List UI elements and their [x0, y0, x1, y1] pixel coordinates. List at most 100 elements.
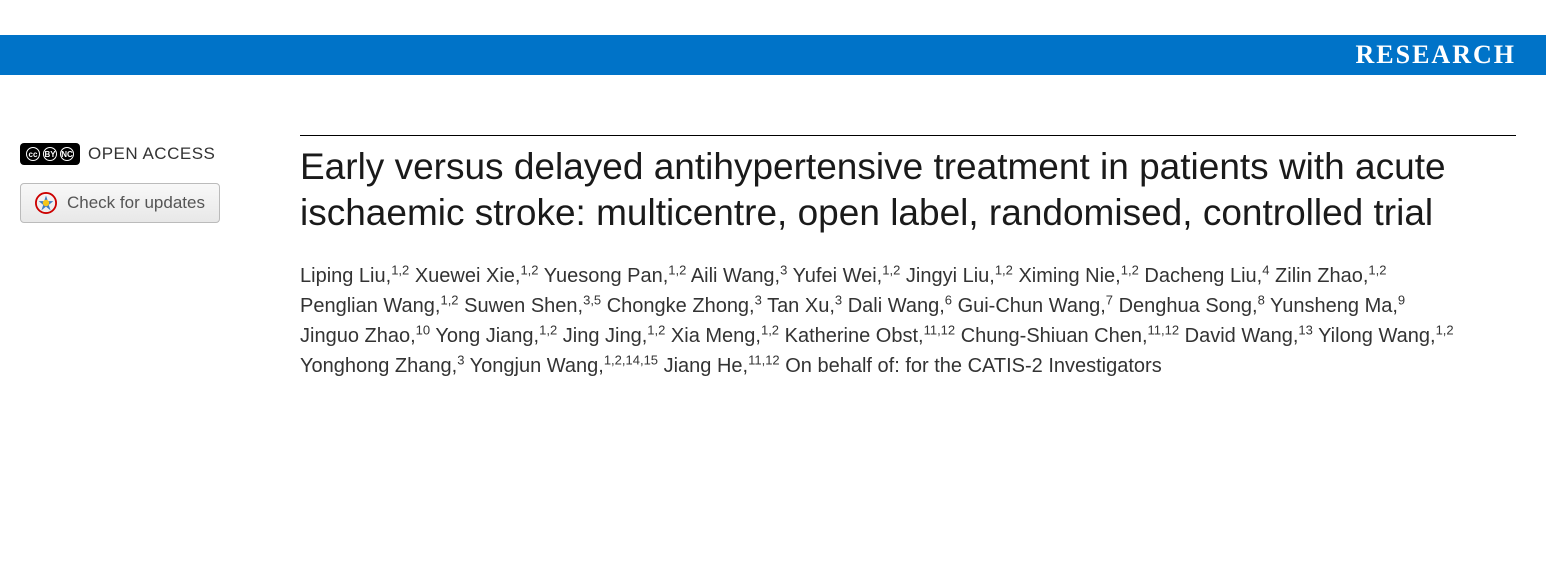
author: Xia Meng,1,2: [671, 325, 779, 347]
author-affiliation: 1,2: [647, 322, 665, 337]
authors-list: Liping Liu,1,2 Xuewei Xie,1,2 Yuesong Pa…: [300, 261, 1516, 381]
author-name: Yunsheng Ma,: [1270, 295, 1398, 317]
author-affiliation: 1,2: [539, 322, 557, 337]
content-wrapper: cc BY NC OPEN ACCESS Check for updates E…: [0, 135, 1546, 381]
author-name: Jing Jing,: [563, 325, 648, 347]
author-name: Dali Wang,: [848, 295, 945, 317]
author-affiliation: 11,12: [748, 352, 780, 367]
author-affiliation: 7: [1106, 292, 1113, 307]
author-name: Penglian Wang,: [300, 295, 440, 317]
author-name: Chongke Zhong,: [607, 295, 755, 317]
author: Dali Wang,6: [848, 295, 952, 317]
author: Suwen Shen,3,5: [464, 295, 601, 317]
author-name: Ximing Nie,: [1018, 265, 1120, 287]
author-affiliation: 1,2,14,15: [604, 352, 658, 367]
author-name: Yongjun Wang,: [470, 355, 604, 377]
author-name: Yuesong Pan,: [544, 265, 669, 287]
cc-license-icon: cc BY NC: [20, 143, 80, 165]
left-sidebar: cc BY NC OPEN ACCESS Check for updates: [20, 135, 300, 381]
author-affiliation: 1,2: [1436, 322, 1454, 337]
author-name: Dacheng Liu,: [1144, 265, 1262, 287]
author-name: Xia Meng,: [671, 325, 761, 347]
author-name: Suwen Shen,: [464, 295, 583, 317]
author: Chongke Zhong,3: [607, 295, 762, 317]
author-name: Tan Xu,: [767, 295, 835, 317]
author: David Wang,13: [1185, 325, 1313, 347]
author-name: Katherine Obst,: [785, 325, 924, 347]
author-name: Jiang He,: [664, 355, 749, 377]
author-name: Gui-Chun Wang,: [958, 295, 1106, 317]
author: Dacheng Liu,4: [1144, 265, 1269, 287]
author: Ximing Nie,1,2: [1018, 265, 1138, 287]
author-name: Chung-Shiuan Chen,: [961, 325, 1148, 347]
crossmark-icon: [35, 192, 57, 214]
author-affiliation: 1,2: [995, 262, 1013, 277]
nc-glyph: NC: [60, 147, 74, 161]
author-affiliation: 13: [1298, 322, 1312, 337]
author-affiliation: 1,2: [882, 262, 900, 277]
author-name: Xuewei Xie,: [415, 265, 521, 287]
author: Yunsheng Ma,9: [1270, 295, 1405, 317]
author-name: David Wang,: [1185, 325, 1299, 347]
author: Jinguo Zhao,10: [300, 325, 430, 347]
author-affiliation: 11,12: [1148, 322, 1180, 337]
author: Yufei Wei,1,2: [793, 265, 901, 287]
author-name: Zilin Zhao,: [1275, 265, 1368, 287]
author: Zilin Zhao,1,2: [1275, 265, 1386, 287]
author-affiliation: 1,2: [1368, 262, 1386, 277]
author-affiliation: 3: [755, 292, 762, 307]
author: Yuesong Pan,1,2: [544, 265, 687, 287]
author-affiliation: 1,2: [440, 292, 458, 307]
author-affiliation: 3: [457, 352, 464, 367]
author: Penglian Wang,1,2: [300, 295, 459, 317]
author-affiliation: 8: [1258, 292, 1265, 307]
author-affiliation: 3,5: [583, 292, 601, 307]
article-main: Early versus delayed antihypertensive tr…: [300, 135, 1516, 381]
author: Yong Jiang,1,2: [435, 325, 557, 347]
author-name: Yonghong Zhang,: [300, 355, 457, 377]
author-name: Jinguo Zhao,: [300, 325, 416, 347]
author-affiliation: 1,2: [1121, 262, 1139, 277]
author: Jiang He,11,12: [664, 355, 780, 377]
cc-glyph: cc: [26, 147, 40, 161]
author: Katherine Obst,11,12: [785, 325, 956, 347]
section-label: RESEARCH: [1356, 40, 1516, 70]
author-name: Yilong Wang,: [1318, 325, 1435, 347]
open-access-label: OPEN ACCESS: [88, 144, 215, 164]
author-affiliation: 10: [416, 322, 430, 337]
article-title: Early versus delayed antihypertensive tr…: [300, 144, 1516, 237]
author: Tan Xu,3: [767, 295, 842, 317]
author: Jing Jing,1,2: [563, 325, 666, 347]
author-affiliation: 1,2: [520, 262, 538, 277]
author-affiliation: 1,2: [391, 262, 409, 277]
check-updates-label: Check for updates: [67, 193, 205, 213]
author: Xuewei Xie,1,2: [415, 265, 539, 287]
section-header-bar: RESEARCH: [0, 35, 1546, 75]
author-affiliation: 6: [945, 292, 952, 307]
author-affiliation: 3: [835, 292, 842, 307]
author: Yilong Wang,1,2: [1318, 325, 1454, 347]
author-affiliation: 4: [1262, 262, 1269, 277]
author: Jingyi Liu,1,2: [906, 265, 1013, 287]
author-name: Yong Jiang,: [435, 325, 539, 347]
author-affiliation: 1,2: [761, 322, 779, 337]
author-name: Jingyi Liu,: [906, 265, 995, 287]
by-glyph: BY: [43, 147, 57, 161]
author-name: Aili Wang,: [691, 265, 780, 287]
author-name: Yufei Wei,: [793, 265, 883, 287]
author: Gui-Chun Wang,7: [958, 295, 1113, 317]
author-affiliation: 3: [780, 262, 787, 277]
author-affiliation: 1,2: [668, 262, 686, 277]
open-access-badge: cc BY NC OPEN ACCESS: [20, 143, 280, 165]
author: Chung-Shiuan Chen,11,12: [961, 325, 1179, 347]
author-affiliation: 9: [1398, 292, 1405, 307]
author: Denghua Song,8: [1119, 295, 1265, 317]
author-affiliation: 11,12: [924, 322, 956, 337]
check-for-updates-button[interactable]: Check for updates: [20, 183, 220, 223]
author: Liping Liu,1,2: [300, 265, 409, 287]
author: Aili Wang,3: [691, 265, 788, 287]
author-trailing-text: On behalf of: for the CATIS-2 Investigat…: [785, 355, 1161, 377]
author-name: Denghua Song,: [1119, 295, 1258, 317]
author-name: Liping Liu,: [300, 265, 391, 287]
author: Yonghong Zhang,3: [300, 355, 464, 377]
